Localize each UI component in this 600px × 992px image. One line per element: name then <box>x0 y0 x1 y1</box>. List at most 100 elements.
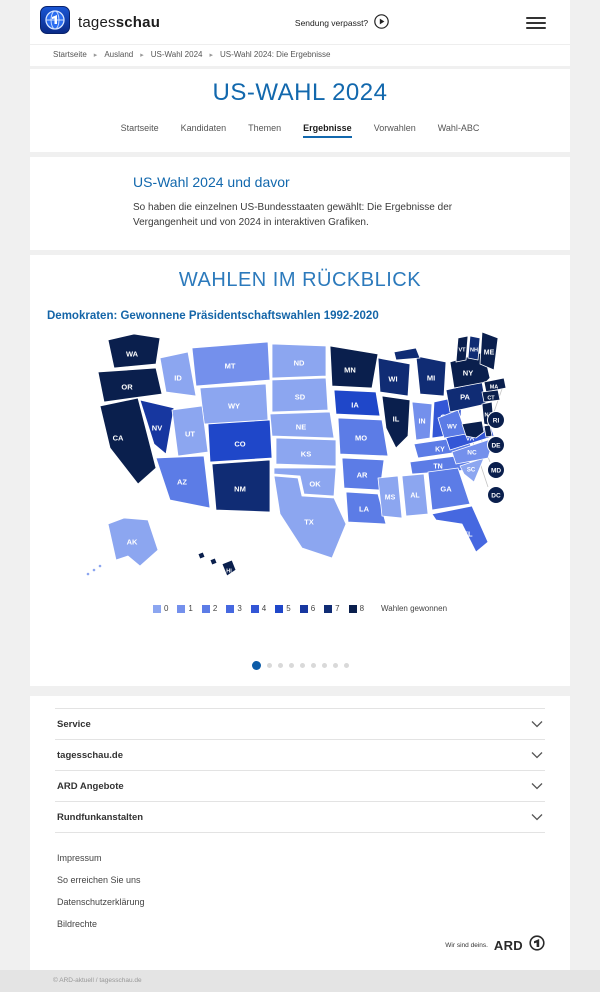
carousel-dot-4[interactable] <box>288 663 294 668</box>
state-WA[interactable] <box>107 333 161 369</box>
legend-swatch <box>152 604 161 613</box>
state-MN[interactable] <box>329 345 379 389</box>
state-MI[interactable] <box>415 355 447 397</box>
state-IA[interactable] <box>333 389 381 417</box>
state-FL[interactable] <box>431 505 489 553</box>
breadcrumb-item[interactable]: US-Wahl 2024: Die Ergebnisse <box>220 50 331 59</box>
state-AK[interactable] <box>107 517 159 567</box>
state-NH[interactable] <box>467 335 481 361</box>
state-CT[interactable] <box>481 389 501 403</box>
state-MI[interactable] <box>393 347 421 361</box>
us-map[interactable]: WA OR CA NV ID MT WY UT CO AZ NM ND SD NE KS OK TX MN IA MO… <box>80 328 570 598</box>
ard-one-icon <box>529 935 545 956</box>
accordion-tagesschau-de[interactable]: tagesschau.de <box>55 739 545 770</box>
state-UT[interactable] <box>171 405 209 457</box>
state-OR[interactable] <box>97 367 163 403</box>
state-circle-RI[interactable] <box>487 411 505 429</box>
state-ND[interactable] <box>271 343 327 379</box>
tagesschau-logo[interactable]: tagesschau <box>40 6 160 39</box>
state-label-IN: IN <box>419 419 426 426</box>
state-CO[interactable] <box>207 419 273 463</box>
legend-swatch <box>348 604 357 613</box>
state-label-CO: CO <box>234 440 245 449</box>
state-ME[interactable] <box>479 331 499 371</box>
state-circle-DE[interactable] <box>487 436 505 454</box>
state-MA[interactable] <box>483 377 507 393</box>
state-CA[interactable] <box>99 397 157 485</box>
state-NM[interactable] <box>211 459 271 513</box>
carousel-dot-1[interactable] <box>251 661 261 670</box>
state-MD[interactable] <box>461 420 485 439</box>
legend-swatch <box>226 604 235 613</box>
ard-brand-link[interactable]: Wir sind deins. ARD <box>55 935 545 956</box>
state-LA[interactable] <box>345 491 387 525</box>
tab-themen[interactable]: Themen <box>248 123 282 133</box>
accordion-rundfunkanstalten[interactable]: Rundfunkanstalten <box>55 801 545 833</box>
carousel-dot-9[interactable] <box>343 663 349 668</box>
legend-swatch <box>177 604 186 613</box>
accordion-ard-angebote[interactable]: ARD Angebote <box>55 770 545 801</box>
state-label-HI: HI <box>226 569 232 575</box>
carousel-dot-7[interactable] <box>321 663 327 668</box>
state-circle-MD[interactable] <box>487 461 505 479</box>
tab-wahl-abc[interactable]: Wahl-ABC <box>437 123 480 133</box>
state-label-OR: OR <box>121 383 133 392</box>
teaser-title-link[interactable]: US-Wahl 2024 und davor <box>133 174 290 190</box>
state-MS[interactable] <box>377 475 403 519</box>
tab-ergebnisse[interactable]: Ergebnisse <box>303 123 352 138</box>
breadcrumb-item[interactable]: US-Wahl 2024 <box>150 50 203 59</box>
state-SC[interactable] <box>459 457 485 483</box>
accordion-service[interactable]: Service <box>55 708 545 739</box>
footer-link-bildrechte[interactable]: Bildrechte <box>57 919 98 929</box>
legend-label: Wahlen gewonnen <box>381 604 448 613</box>
state-MO[interactable] <box>337 417 389 457</box>
carousel-dot-2[interactable] <box>266 663 272 668</box>
state-HI[interactable] <box>209 557 218 566</box>
breadcrumb-item[interactable]: Startseite <box>53 50 87 59</box>
state-label-MS: MS <box>385 495 396 502</box>
state-label-IL: IL <box>393 415 400 424</box>
state-label-NV: NV <box>152 424 162 433</box>
tab-startseite[interactable]: Startseite <box>120 123 159 133</box>
carousel-dot-6[interactable] <box>310 663 316 668</box>
carousel-dot-5[interactable] <box>299 663 305 668</box>
footer-link-datenschutzerkl-rung[interactable]: Datenschutzerklärung <box>57 897 145 907</box>
state-AZ[interactable] <box>155 455 211 509</box>
state-MT[interactable] <box>191 341 271 387</box>
state-label-KS: KS <box>301 450 311 459</box>
state-label-NY: NY <box>463 369 473 378</box>
state-label-NE: NE <box>296 423 306 432</box>
state-NC[interactable] <box>451 437 495 465</box>
state-label-NM: NM <box>234 485 246 494</box>
state-label-UT: UT <box>185 430 195 439</box>
state-DE[interactable] <box>483 424 493 438</box>
breadcrumb-item[interactable]: Ausland <box>104 50 134 59</box>
state-VT[interactable] <box>455 335 469 363</box>
state-NV[interactable] <box>139 399 175 455</box>
state-OK[interactable] <box>273 467 337 497</box>
state-IL[interactable] <box>381 395 411 449</box>
state-GA[interactable] <box>427 467 471 511</box>
chevron-down-icon <box>531 808 543 826</box>
state-HI[interactable] <box>221 559 237 577</box>
tab-kandidaten[interactable]: Kandidaten <box>180 123 227 133</box>
missed-broadcast-button[interactable]: Sendung verpasst? <box>295 14 389 31</box>
carousel-dot-3[interactable] <box>277 663 283 668</box>
footer-link-impressum[interactable]: Impressum <box>57 853 102 863</box>
footer-link-so-erreichen-sie-uns[interactable]: So erreichen Sie uns <box>57 875 141 885</box>
state-SD[interactable] <box>271 377 329 413</box>
state-ID[interactable] <box>159 351 197 397</box>
state-KS[interactable] <box>275 437 337 467</box>
state-IN[interactable] <box>411 401 433 441</box>
state-HI[interactable] <box>197 551 206 560</box>
hamburger-menu-icon[interactable] <box>524 13 548 33</box>
state-AL[interactable] <box>401 473 429 517</box>
state-circle-DC[interactable] <box>487 486 505 504</box>
state-TX[interactable] <box>273 475 347 559</box>
carousel-dot-8[interactable] <box>332 663 338 668</box>
breadcrumb-separator-icon: ▸ <box>209 51 213 59</box>
state-NE[interactable] <box>269 411 335 439</box>
state-WI[interactable] <box>377 357 411 397</box>
accordion-label: tagesschau.de <box>57 749 123 761</box>
tab-vorwahlen[interactable]: Vorwahlen <box>373 123 416 133</box>
